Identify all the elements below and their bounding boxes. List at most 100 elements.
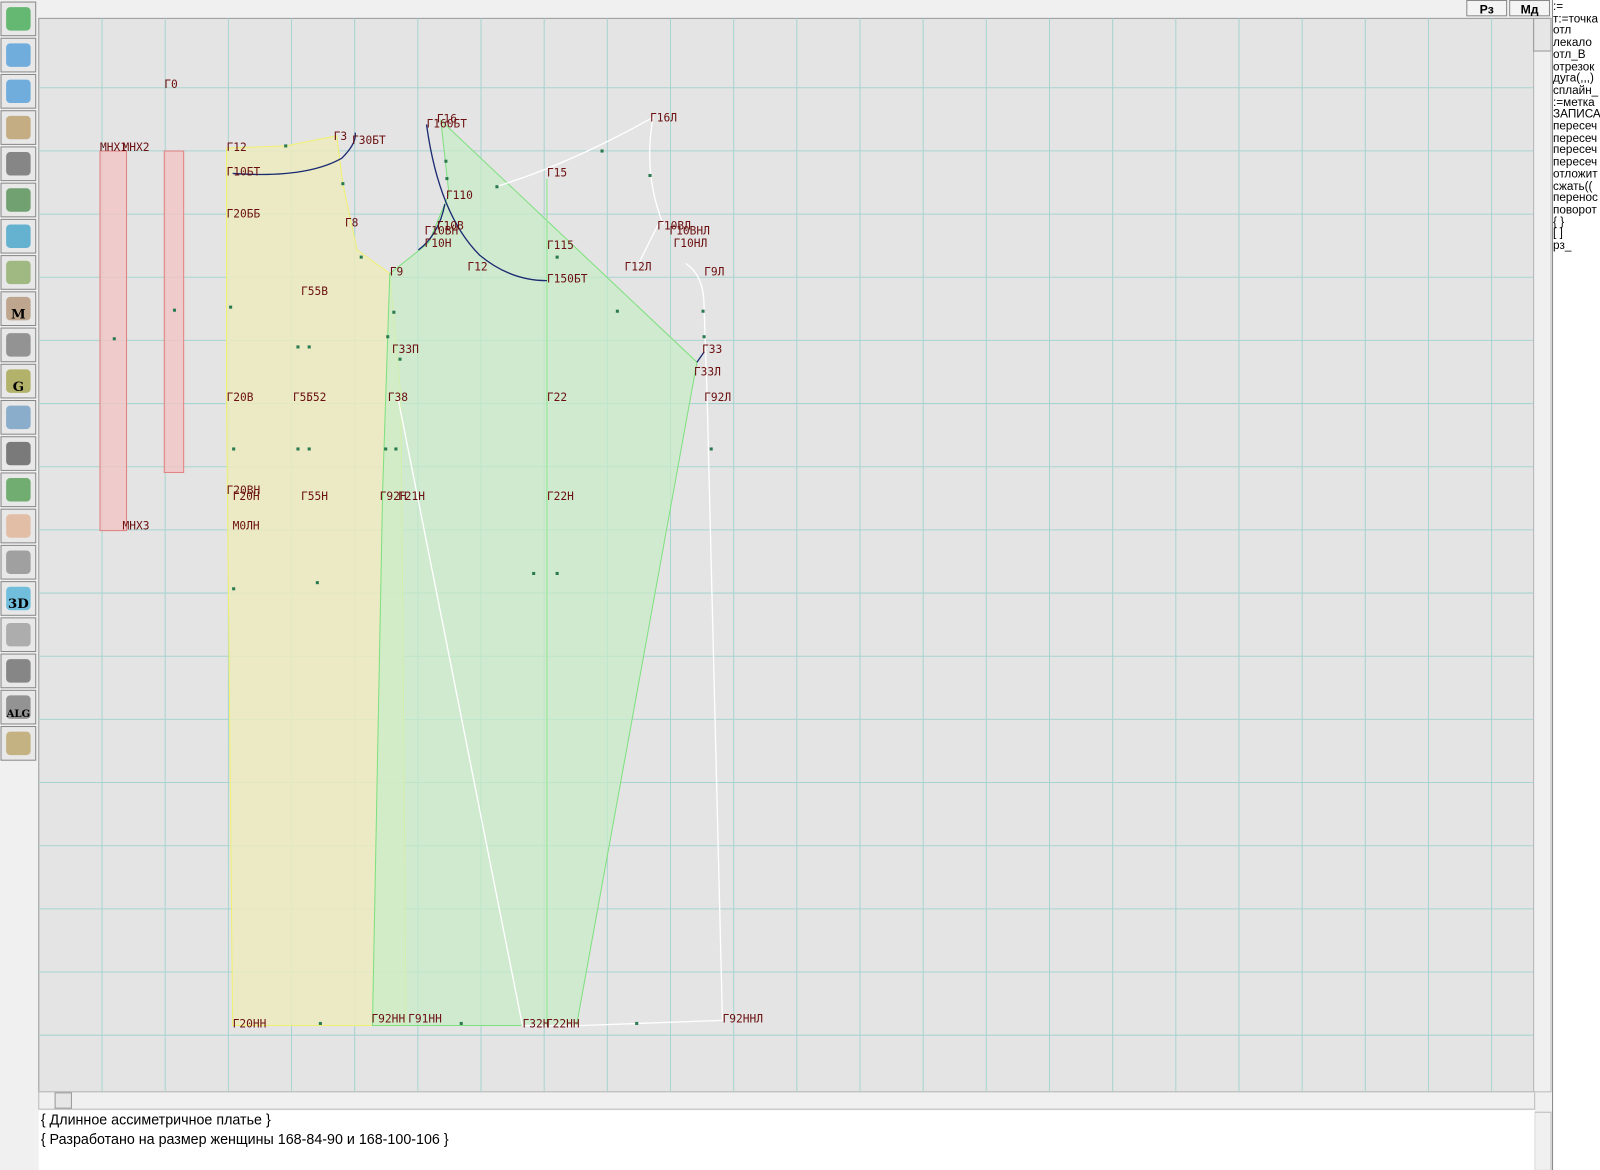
command-item[interactable]: лекало xyxy=(1553,36,1592,50)
command-item[interactable]: перенос xyxy=(1553,192,1598,205)
tool-icon-label: 3D xyxy=(8,597,29,612)
command-item[interactable]: ЗАПИСА xyxy=(1553,108,1600,121)
point-label: Г33 xyxy=(702,343,722,356)
point xyxy=(359,255,363,259)
command-item[interactable]: :=метка xyxy=(1553,96,1595,109)
tool-icon xyxy=(6,152,31,176)
point-label: Г3 xyxy=(334,130,348,143)
command-item[interactable]: сплайн_ xyxy=(1553,84,1599,97)
point-label: Г150БТ xyxy=(547,273,588,286)
command-item[interactable]: пересеч xyxy=(1553,156,1598,169)
command-item[interactable]: := xyxy=(1553,1,1564,14)
tool-icon xyxy=(6,695,31,719)
point-label: Г16Л xyxy=(650,111,677,124)
scroll-thumb[interactable] xyxy=(54,1092,72,1109)
command-item[interactable]: сжать(( xyxy=(1553,180,1593,193)
command-item[interactable]: [ ] xyxy=(1553,227,1563,241)
command-item[interactable]: { } xyxy=(1553,215,1565,229)
command-item[interactable]: отложит xyxy=(1553,168,1598,181)
point-label: Г20ВН xyxy=(227,484,261,497)
point-label: Г0 xyxy=(164,78,178,91)
command-item[interactable]: пересеч xyxy=(1553,144,1598,157)
tool-icon-label: G xyxy=(13,380,24,395)
point xyxy=(318,1021,322,1025)
tool-icon xyxy=(6,43,31,67)
point xyxy=(232,587,236,591)
point xyxy=(392,310,396,314)
point-label: Г92ННЛ xyxy=(722,1012,763,1025)
point xyxy=(459,1021,463,1025)
comment-text: { Длинное ассиметричное платье } { Разраб… xyxy=(38,1110,1535,1170)
point xyxy=(398,357,402,361)
point-label: Г20Н xyxy=(233,490,260,503)
size-button[interactable]: Рз xyxy=(1466,0,1508,17)
comment-line: { Длинное ассиметричное платье } xyxy=(40,1111,271,1128)
point xyxy=(296,345,300,349)
tool-icon xyxy=(6,586,31,611)
point-label: Г12 xyxy=(227,141,247,154)
point-label: Г30БТ xyxy=(352,134,386,147)
point xyxy=(648,173,652,178)
vertical-scrollbar[interactable] xyxy=(1533,17,1552,1093)
tool-icon xyxy=(6,224,31,248)
point xyxy=(296,447,300,451)
point-label: Г10НЛ xyxy=(673,237,707,250)
point-label: Г10ВЛ xyxy=(657,220,691,233)
command-item[interactable]: поворот xyxy=(1553,204,1597,217)
point xyxy=(112,337,116,341)
point-label: Г92Н xyxy=(380,490,407,503)
point xyxy=(394,447,398,451)
horizontal-scrollbar[interactable] xyxy=(38,1091,1536,1110)
point-label: Г20В xyxy=(227,391,254,404)
tool-icon xyxy=(6,79,31,104)
text-scrollbar[interactable] xyxy=(1534,1111,1552,1170)
point xyxy=(445,177,449,181)
command-item[interactable]: пересеч xyxy=(1553,132,1598,145)
tool-icon xyxy=(6,333,31,357)
point xyxy=(635,1021,639,1025)
point-label: Г9 xyxy=(390,266,404,279)
point xyxy=(444,159,448,163)
point-label: Г9Л xyxy=(704,266,724,279)
pattern-piece xyxy=(163,150,185,473)
point xyxy=(307,447,311,451)
point xyxy=(386,335,390,339)
tool-icon xyxy=(6,260,31,285)
tool-icon xyxy=(6,115,31,140)
pattern-piece xyxy=(99,150,128,532)
point xyxy=(284,144,288,148)
tool-icon xyxy=(6,550,31,574)
curve xyxy=(232,124,705,363)
command-item[interactable]: отл xyxy=(1553,24,1572,38)
command-item[interactable]: отл_В xyxy=(1553,48,1586,62)
command-item[interactable]: дуга(,,,) xyxy=(1553,72,1594,85)
point-label: Г20ББ xyxy=(227,207,261,220)
point-label: Г12 xyxy=(467,260,487,273)
point-label: Г33Л xyxy=(694,366,721,379)
point xyxy=(341,182,345,186)
command-item[interactable]: отрезок xyxy=(1553,60,1595,73)
point xyxy=(709,447,713,451)
point-label: Г55В xyxy=(301,285,328,298)
point-label: Г22НН xyxy=(546,1018,580,1031)
command-panel: := т:=точка отл лекало отл_В отрезок дуга(,,,)… xyxy=(1552,0,1600,1170)
point xyxy=(384,447,388,451)
point xyxy=(600,149,604,153)
tool-icon xyxy=(6,296,31,321)
point xyxy=(555,571,559,575)
point-label: Г91НН xyxy=(408,1012,442,1025)
scroll-thumb[interactable] xyxy=(1533,17,1552,52)
point-label: Г15 xyxy=(547,167,567,180)
point-label: М0ЛН xyxy=(233,520,260,533)
point-label: Г20НН xyxy=(233,1018,267,1031)
point xyxy=(555,255,559,259)
tool-icon xyxy=(6,659,31,683)
tool-icon xyxy=(6,369,31,393)
model-button[interactable]: Мд xyxy=(1509,0,1550,17)
command-item[interactable]: пересеч xyxy=(1553,120,1598,133)
point-label: Г55 xyxy=(293,391,313,404)
command-item[interactable]: т:=точка xyxy=(1553,12,1599,26)
command-item[interactable]: рз_ xyxy=(1553,239,1572,253)
point-label: Г52 xyxy=(306,391,326,404)
